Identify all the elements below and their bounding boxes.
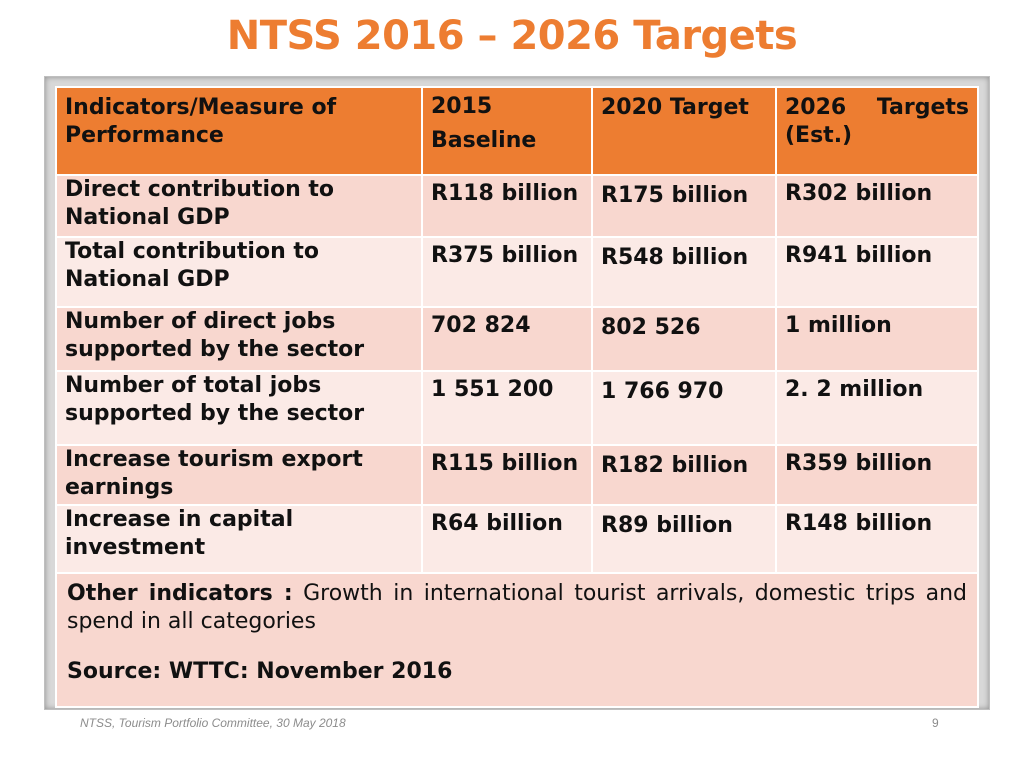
header-2020-target: 2020 Target: [591, 86, 777, 176]
row-baseline: R118 billion: [421, 174, 593, 238]
page-number: 9: [932, 716, 939, 730]
header-2026-est: (Est.): [785, 123, 853, 148]
row-target-2026: R941 billion: [775, 236, 979, 308]
row-target-2026: 1 million: [775, 306, 979, 372]
row-target-2020: 1 766 970: [591, 370, 777, 446]
row-indicator: Direct contribution to National GDP: [55, 174, 423, 238]
row-target-2020: R175 billion: [591, 174, 777, 238]
row-indicator: Number of direct jobs supported by the s…: [55, 306, 423, 372]
row-target-2026: R148 billion: [775, 504, 979, 574]
other-indicators-cell: Other indicators : Growth in internation…: [55, 572, 979, 708]
row-target-2026: R359 billion: [775, 444, 979, 506]
row-indicator: Total contribution to National GDP: [55, 236, 423, 308]
slide-title: NTSS 2016 – 2026 Targets: [226, 13, 798, 59]
table-row: Increase tourism export earnings R115 bi…: [55, 444, 979, 506]
row-target-2026: 2. 2 million: [775, 370, 979, 446]
row-indicator: Increase tourism export earnings: [55, 444, 423, 506]
row-target-2020: 802 526: [591, 306, 777, 372]
table-header-row: Indicators/Measure of Performance 2015 B…: [55, 86, 979, 176]
row-indicator: Increase in capital investment: [55, 504, 423, 574]
other-indicators-label: Other indicators :: [67, 581, 293, 606]
table-row: Number of direct jobs supported by the s…: [55, 306, 979, 372]
other-indicators-row: Other indicators : Growth in internation…: [55, 572, 979, 708]
header-baseline: 2015 Baseline: [421, 86, 593, 176]
footer-note: NTSS, Tourism Portfolio Committee, 30 Ma…: [80, 716, 346, 730]
header-baseline-label: Baseline: [431, 128, 537, 153]
header-2026-label: 2026 Targets: [785, 95, 969, 120]
row-baseline: 702 824: [421, 306, 593, 372]
header-2026-targets: 2026 Targets (Est.): [775, 86, 979, 176]
targets-table: Indicators/Measure of Performance 2015 B…: [55, 86, 979, 708]
row-target-2020: R548 billion: [591, 236, 777, 308]
row-baseline: 1 551 200: [421, 370, 593, 446]
table-row: Direct contribution to National GDP R118…: [55, 174, 979, 238]
row-baseline: R375 billion: [421, 236, 593, 308]
row-baseline: R64 billion: [421, 504, 593, 574]
row-target-2020: R182 billion: [591, 444, 777, 506]
header-baseline-year: 2015: [431, 94, 493, 119]
table-row: Number of total jobs supported by the se…: [55, 370, 979, 446]
row-target-2020: R89 billion: [591, 504, 777, 574]
source-citation: Source: WTTC: November 2016: [67, 659, 453, 684]
header-indicator: Indicators/Measure of Performance: [55, 86, 423, 176]
row-baseline: R115 billion: [421, 444, 593, 506]
table-row: Total contribution to National GDP R375 …: [55, 236, 979, 308]
other-indicators-description: Growth in international tourist arrivals…: [67, 581, 967, 634]
targets-table-container: Indicators/Measure of Performance 2015 B…: [55, 86, 979, 708]
row-target-2026: R302 billion: [775, 174, 979, 238]
row-indicator: Number of total jobs supported by the se…: [55, 370, 423, 446]
table-row: Increase in capital investment R64 billi…: [55, 504, 979, 574]
other-indicators-text: Other indicators : Growth in internation…: [67, 580, 967, 636]
